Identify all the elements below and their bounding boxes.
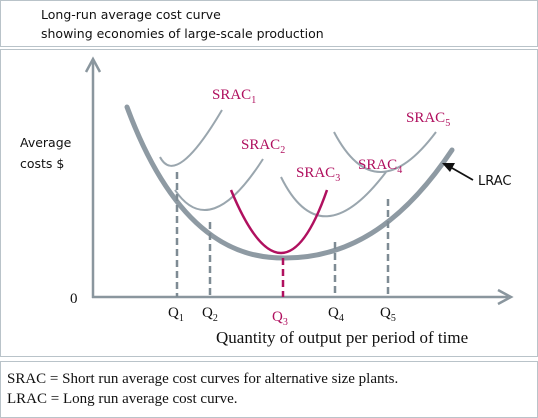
y-axis-label-line-2: costs $ — [20, 156, 64, 171]
q5-label: Q5 — [380, 305, 396, 324]
title-line-2: showing economies of large-scale product… — [41, 26, 324, 41]
lrac-label: LRAC — [478, 174, 512, 189]
srac-1-label: SRAC1 — [212, 87, 256, 106]
lrac-pointer-head — [442, 163, 455, 172]
srac-5-curve — [333, 131, 437, 173]
y-axis-arrow — [84, 56, 102, 73]
x-axis-label: Quantity of output per period of time — [216, 328, 468, 347]
axes — [84, 56, 514, 306]
srac-labels: SRAC1 SRAC2 SRAC3 SRAC4 SRAC5 — [212, 87, 450, 184]
legend-line-1: SRAC = Short run average cost curves for… — [7, 371, 399, 387]
srac-3-label: SRAC3 — [296, 165, 340, 184]
quantity-labels: Q1 Q2 Q3 Q4 Q5 — [168, 305, 396, 328]
srac-4-curve — [280, 171, 387, 218]
lrac-pointer — [442, 163, 474, 181]
srac-5-label: SRAC5 — [406, 110, 450, 129]
q4-label: Q4 — [328, 305, 344, 324]
srac-2-curve — [174, 158, 264, 211]
legend-line-2: LRAC = Long run average cost curve. — [7, 391, 238, 407]
x-axis-arrow — [497, 288, 514, 306]
legend-panel: SRAC = Short run average cost curves for… — [0, 361, 538, 418]
srac-curves — [159, 109, 437, 218]
q1-label: Q1 — [168, 305, 184, 324]
srac-2-label: SRAC2 — [241, 137, 285, 156]
origin-label: 0 — [70, 291, 78, 307]
srac-1-curve — [159, 109, 223, 167]
title-line-1: Long-run average cost curve — [41, 7, 221, 22]
title-panel: Long-run average cost curve showing econ… — [0, 0, 538, 47]
srac-3-curve — [229, 189, 329, 254]
srac-4-label: SRAC4 — [358, 157, 402, 176]
y-axis-label-line-1: Average — [20, 135, 72, 150]
lrac-pointer-line — [451, 167, 474, 181]
lrac-curve — [124, 104, 455, 261]
q2-label: Q2 — [202, 305, 218, 324]
q3-label: Q3 — [272, 309, 288, 328]
quantity-drop-lines — [175, 172, 390, 297]
